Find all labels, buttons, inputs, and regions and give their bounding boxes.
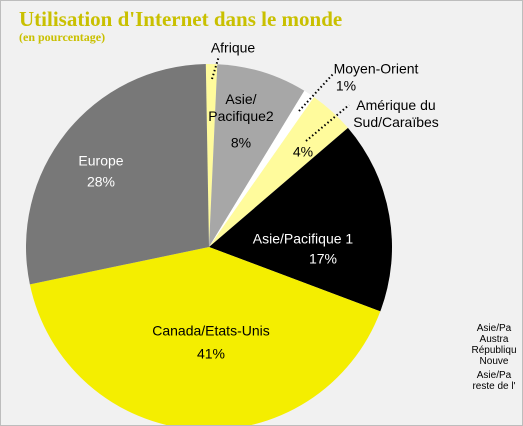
pie-slice: [209, 64, 305, 247]
value-label: 17%: [308, 250, 338, 267]
pie-slice: [29, 247, 381, 425]
pie-slice: [209, 90, 314, 247]
pie-slice: [25, 64, 209, 285]
leader-line: [305, 104, 350, 142]
slice-label: Canada/Etats-Unis: [152, 322, 270, 339]
chart-title: Utilisation d'Internet dans le monde: [19, 7, 343, 31]
value-label: 4%: [292, 143, 314, 160]
side-text-line: Austra: [479, 334, 509, 345]
value-label: 8%: [230, 134, 252, 151]
value-label: 41%: [196, 345, 226, 362]
side-text-line: reste de l': [472, 381, 516, 392]
chart-subtitle: (en pourcentage): [19, 30, 106, 44]
slice-label: Moyen-Orient: [333, 60, 419, 77]
slice-label: Amérique du Sud/Caraïbes: [353, 97, 439, 130]
side-text: Asie/Pa Austra Républiqu Nouve Asie/Pa reste …: [429, 323, 522, 392]
value-label: 28%: [86, 173, 116, 190]
side-text-line: Nouve: [479, 356, 509, 367]
leader-line: [298, 73, 334, 112]
slice-label: Europe: [78, 152, 124, 169]
pie-slice: [209, 127, 392, 312]
side-text-line: Asie/Pa: [476, 370, 512, 381]
slice-label: Asie/ Pacifique2: [208, 91, 274, 124]
pie-slice: [209, 97, 348, 247]
side-text-line: Républiqu: [471, 345, 517, 356]
slice-label: Asie/Pacifique 1: [252, 230, 354, 247]
pie-slice: [205, 64, 218, 247]
leader-line: [211, 55, 220, 80]
value-label: 1%: [335, 77, 357, 94]
side-text-line: Asie/Pa: [476, 323, 512, 334]
slice-label: Afrique: [210, 39, 256, 56]
